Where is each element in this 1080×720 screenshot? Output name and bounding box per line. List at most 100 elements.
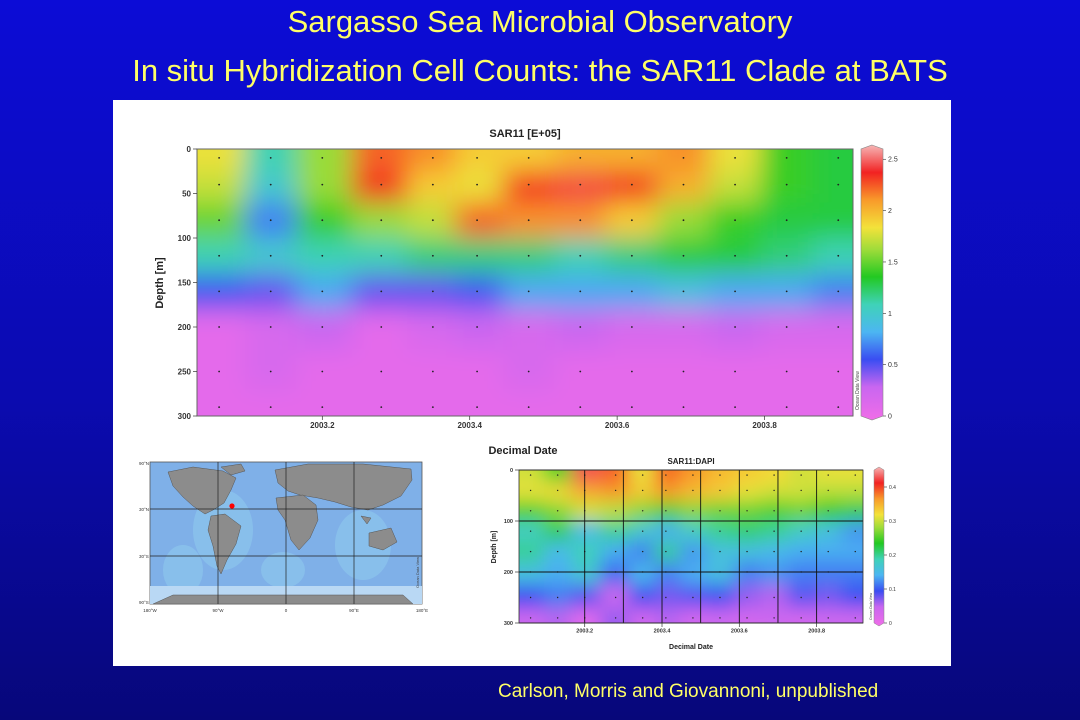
sample-point bbox=[579, 254, 582, 257]
sample-point bbox=[476, 370, 478, 373]
small-y-axis-label: Depth [m] bbox=[491, 531, 498, 564]
sample-point bbox=[800, 596, 802, 599]
sample-point bbox=[800, 510, 802, 512]
sample-point bbox=[476, 290, 478, 293]
sample-point bbox=[719, 530, 721, 532]
heatmap-cell bbox=[519, 500, 546, 522]
sample-point bbox=[321, 254, 324, 257]
heatmap-cell bbox=[657, 149, 711, 173]
map-lon-label-180e: 180°E bbox=[416, 608, 428, 613]
colorbar-tick-label: 0.2 bbox=[889, 553, 896, 559]
sample-point bbox=[527, 183, 530, 186]
sample-point bbox=[854, 617, 856, 619]
slide-title-line2: In situ Hybridization Cell Counts: the S… bbox=[132, 53, 948, 88]
sample-point bbox=[321, 157, 324, 159]
heatmap-cell bbox=[629, 482, 656, 502]
heatmap-cell bbox=[657, 171, 711, 204]
heatmap-cell bbox=[600, 561, 631, 586]
sample-point bbox=[579, 326, 582, 328]
heatmap-cell bbox=[519, 521, 546, 543]
heatmap-cell bbox=[407, 171, 456, 204]
sample-point bbox=[734, 370, 736, 373]
heatmap-cell bbox=[454, 149, 504, 173]
y-tick-label: 200 bbox=[504, 570, 513, 576]
heatmap-cell bbox=[841, 482, 863, 502]
colorbar-tick-label: 1 bbox=[888, 311, 892, 318]
map-lat-label-90s: 90°S bbox=[139, 600, 149, 605]
sample-point bbox=[692, 489, 694, 492]
heatmap-cell bbox=[554, 149, 608, 173]
sample-point bbox=[630, 406, 633, 408]
heatmap-cell bbox=[679, 521, 708, 543]
sample-point bbox=[692, 510, 694, 512]
heatmap-cell bbox=[407, 349, 456, 391]
sample-point bbox=[785, 326, 788, 328]
heatmap-cell bbox=[760, 521, 789, 543]
sample-point bbox=[641, 596, 644, 599]
sample-point bbox=[431, 370, 434, 373]
sample-point bbox=[665, 530, 667, 532]
heatmap-cell bbox=[841, 561, 863, 586]
sample-point bbox=[734, 290, 736, 293]
small-chart-title: SAR11:DAPI bbox=[667, 457, 714, 466]
sample-point bbox=[218, 183, 221, 186]
sample-point bbox=[614, 489, 617, 492]
heatmap-cell bbox=[709, 309, 762, 351]
heatmap-cell bbox=[812, 389, 853, 416]
heatmap-cell bbox=[760, 171, 814, 204]
sample-point bbox=[579, 370, 582, 373]
sample-point bbox=[321, 219, 324, 222]
heatmap-cell bbox=[454, 389, 504, 416]
sample-point bbox=[527, 290, 530, 293]
heatmap-cell bbox=[519, 482, 546, 502]
heatmap-cell bbox=[197, 273, 246, 311]
small-x-axis-label: Decimal Date bbox=[669, 644, 713, 651]
y-tick-label: 50 bbox=[182, 189, 191, 198]
sample-point bbox=[734, 326, 736, 328]
heatmap-cell bbox=[454, 309, 504, 351]
sample-point bbox=[734, 254, 736, 257]
sample-point bbox=[431, 157, 434, 159]
main-colorbar-credit: Ocean Data View bbox=[855, 371, 861, 410]
bats-marker bbox=[229, 503, 235, 509]
main-chart-title: SAR11 [E+05] bbox=[489, 128, 561, 140]
sample-point bbox=[529, 596, 532, 599]
small-heatmap-field bbox=[519, 470, 863, 623]
heatmap-cell bbox=[733, 561, 762, 586]
heatmap-cell bbox=[706, 500, 735, 522]
sample-point bbox=[431, 219, 434, 222]
heatmap-cell bbox=[760, 584, 789, 609]
main-y-axis-label: Depth [m] bbox=[154, 257, 166, 309]
heatmap-cell bbox=[629, 561, 656, 586]
heatmap-cell bbox=[706, 470, 735, 484]
heatmap-cell bbox=[554, 349, 608, 391]
sample-point bbox=[682, 406, 685, 408]
y-tick-label: 100 bbox=[504, 519, 513, 525]
sample-point bbox=[380, 219, 383, 222]
sample-point bbox=[692, 617, 694, 619]
heatmap-cell bbox=[787, 470, 816, 484]
y-tick-label: 100 bbox=[178, 234, 192, 243]
sample-point bbox=[773, 596, 775, 599]
sample-point bbox=[614, 474, 617, 476]
heatmap-cell bbox=[296, 238, 353, 275]
y-tick-label: 300 bbox=[178, 412, 192, 421]
x-tick-label: 2003.4 bbox=[654, 629, 672, 635]
heatmap-cell bbox=[519, 607, 546, 623]
sample-point bbox=[614, 550, 617, 553]
sample-point bbox=[827, 596, 829, 599]
sample-point bbox=[854, 510, 856, 512]
heatmap-cell bbox=[351, 202, 409, 239]
sample-point bbox=[692, 596, 694, 599]
sample-point bbox=[837, 157, 840, 159]
sample-point bbox=[556, 489, 559, 492]
heatmap-cell bbox=[544, 470, 573, 484]
sample-point bbox=[773, 489, 775, 492]
heatmap-cell bbox=[760, 349, 814, 391]
sample-point bbox=[837, 183, 840, 186]
sample-point bbox=[380, 157, 383, 159]
sample-point bbox=[218, 326, 221, 328]
sample-point bbox=[734, 219, 736, 222]
heatmap-cell bbox=[244, 309, 298, 351]
main-heatmap-field bbox=[197, 149, 853, 416]
